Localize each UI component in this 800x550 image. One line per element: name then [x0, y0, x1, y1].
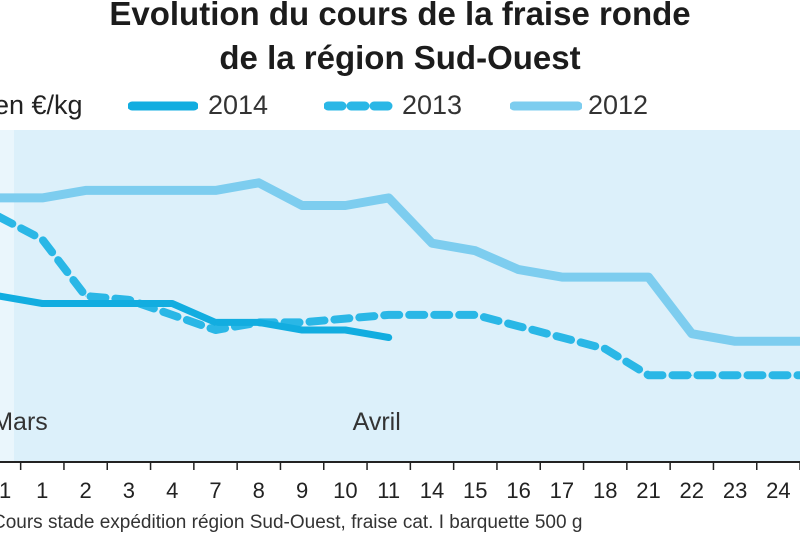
data-point-2012 — [215, 189, 216, 191]
data-point-2012 — [691, 333, 693, 335]
chart-title-line-1: Évolution du cours de la fraise ronde — [109, 0, 691, 32]
data-point-2014 — [344, 329, 346, 331]
x-tick-label: 1 — [36, 478, 48, 503]
data-point-2014 — [128, 303, 130, 305]
data-point-2013 — [474, 314, 476, 316]
x-tick-label: 7 — [209, 478, 221, 503]
x-tick-label: 22 — [680, 478, 704, 503]
data-point-2014 — [215, 321, 216, 323]
x-tick-label: 24 — [766, 478, 790, 503]
x-tick-label: 8 — [253, 478, 265, 503]
legend-swatch-2012 — [510, 101, 582, 111]
data-point-2012 — [301, 204, 303, 206]
line-chart: 311234789101114151617182122232425MarsAvr… — [0, 130, 800, 503]
x-tick-label: 15 — [463, 478, 487, 503]
data-point-2012 — [171, 189, 173, 191]
x-tick-label: 16 — [506, 478, 530, 503]
data-point-2013 — [431, 314, 433, 316]
data-point-2013 — [734, 374, 736, 376]
data-point-2012 — [648, 276, 649, 278]
data-point-2013 — [691, 374, 693, 376]
data-point-2013 — [171, 314, 173, 316]
data-point-2014 — [301, 329, 303, 331]
chart-title: Évolution du cours de la fraise ronde de… — [0, 0, 800, 80]
data-point-2012 — [128, 189, 130, 191]
data-point-2013 — [215, 329, 216, 331]
data-point-2014 — [388, 337, 390, 338]
data-point-2013 — [85, 295, 87, 297]
x-tick-label: 31 — [0, 478, 11, 503]
x-tick-label: 18 — [593, 478, 617, 503]
data-point-2012 — [388, 197, 390, 199]
data-point-2014 — [258, 321, 260, 323]
x-tick-label: 11 — [377, 478, 400, 503]
series-line-2014 — [0, 292, 393, 341]
chart-title-line-2: de la région Sud-Ouest — [219, 39, 581, 76]
data-point-2012 — [41, 197, 43, 199]
data-point-2013 — [604, 348, 606, 350]
x-tick-label: 17 — [550, 478, 574, 503]
x-tick-label: 4 — [166, 478, 178, 503]
legend-label-2012: 2012 — [588, 90, 649, 120]
data-point-2012 — [604, 276, 606, 278]
data-point-2012 — [85, 189, 87, 191]
x-tick-label: 23 — [723, 478, 747, 503]
source-note: Cours stade expédition région Sud-Ouest,… — [0, 512, 583, 533]
legend-label-2014: 2014 — [208, 90, 269, 120]
data-point-2013 — [518, 325, 520, 327]
x-tick-label: 21 — [636, 478, 660, 503]
data-point-2012 — [518, 269, 520, 271]
x-tick-label: 9 — [296, 478, 308, 503]
data-point-2013 — [344, 318, 346, 320]
x-tick-label: 10 — [333, 478, 357, 503]
data-point-2012 — [734, 340, 736, 342]
data-point-2013 — [561, 337, 563, 338]
series-line-2012 — [0, 178, 800, 346]
data-point-2013 — [777, 374, 779, 376]
data-point-2013 — [41, 238, 43, 240]
data-point-2012 — [344, 204, 346, 206]
y-unit-label: en €/kg — [0, 90, 83, 120]
x-tick-label: 2 — [79, 478, 91, 503]
month-label-avril: Avril — [353, 408, 401, 436]
legend-swatch-2014 — [128, 101, 198, 111]
data-point-2012 — [258, 182, 260, 184]
data-point-2012 — [474, 250, 476, 252]
data-point-2012 — [777, 340, 779, 342]
data-point-2013 — [301, 321, 303, 323]
data-point-2012 — [561, 276, 563, 278]
data-point-2014 — [41, 303, 43, 305]
data-point-2013 — [648, 374, 649, 376]
data-point-2012 — [431, 242, 433, 244]
legend-swatch-2013 — [324, 101, 396, 111]
data-point-2014 — [171, 303, 173, 305]
x-tick-label: 3 — [123, 478, 135, 503]
data-point-2013 — [388, 314, 390, 316]
month-label-mars: Mars — [0, 408, 48, 436]
legend-label-2013: 2013 — [402, 90, 463, 120]
x-tick-label: 14 — [420, 478, 444, 503]
data-point-2014 — [85, 303, 87, 305]
